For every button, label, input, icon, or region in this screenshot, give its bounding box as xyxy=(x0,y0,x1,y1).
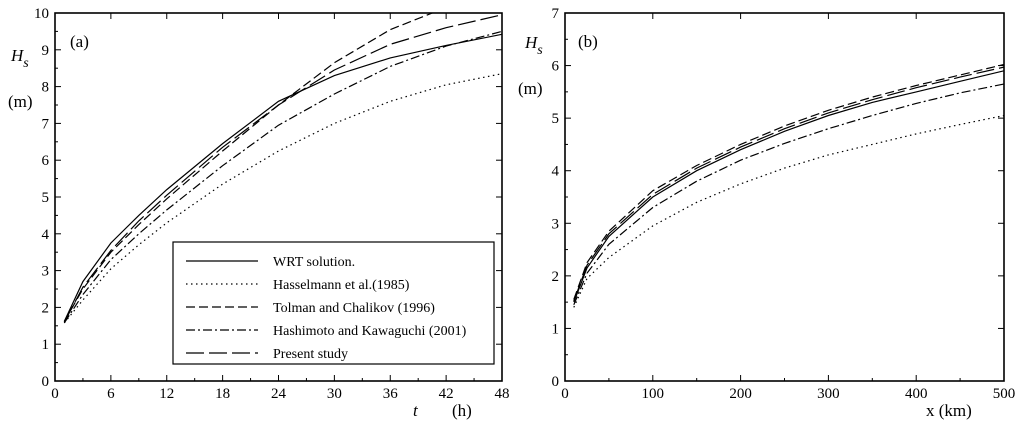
panel-a-x-unit: (h) xyxy=(452,401,472,420)
panel-b-y-tick-label: 4 xyxy=(552,164,560,180)
panel-a-x-tick-label: 48 xyxy=(495,386,510,402)
panel-b-y-tick-label: 6 xyxy=(552,59,560,75)
panel-a-x-tick-label: 36 xyxy=(383,386,399,402)
panel-b-y-tick-label: 0 xyxy=(552,374,560,390)
panel-b-series-dashdot xyxy=(573,83,1004,306)
panel-b-y-tick-label: 3 xyxy=(552,216,560,232)
panel-a-y-label-main: H xyxy=(10,46,25,65)
legend-label: Tolman and Chalikov (1996) xyxy=(273,301,435,316)
panel-b-y-label: Hs xyxy=(524,33,543,58)
panel-b-series-dotted xyxy=(573,114,1004,308)
panel-b-x-tick-label: 0 xyxy=(561,386,569,402)
panel-a-x-tick-label: 30 xyxy=(327,386,342,402)
panel-b-series-solid xyxy=(573,70,1004,303)
panel-a-x-tick-label: 18 xyxy=(215,386,230,402)
panel-a-y-tick-label: 7 xyxy=(42,116,50,132)
panel-b-y-tick-label: 7 xyxy=(552,6,560,22)
panel-b-x-tick-label: 400 xyxy=(905,386,928,402)
panel-b-x-tick-label: 200 xyxy=(729,386,752,402)
panel-a-y-tick-label: 6 xyxy=(42,153,50,169)
legend-label: Hashimoto and Kawaguchi (2001) xyxy=(273,324,467,339)
panel-a-x-tick-label: 42 xyxy=(439,386,454,402)
panel-b-y-tick-label: 2 xyxy=(552,269,560,285)
panel-a-x-tick-label: 0 xyxy=(51,386,59,402)
panel-b: (b) Hs (m) x (km) 0 1 2 3 4 5 6 7 0 100 200 300 400 5… xyxy=(518,6,1015,420)
panel-b-x-label: x (km) xyxy=(926,401,972,420)
legend: WRT solution. Hasselmann et al.(1985) Tolm… xyxy=(172,241,495,365)
panel-a-y-tick-label: 10 xyxy=(34,6,49,22)
panel-a-y-unit: (m) xyxy=(8,92,33,111)
panel-b-y-tick-label: 5 xyxy=(552,111,560,127)
legend-box xyxy=(172,241,495,365)
panel-a-y-tick-label: 4 xyxy=(42,227,50,243)
panel-a-x-label: t xyxy=(413,401,419,420)
panel-b-series-longdash xyxy=(573,66,1004,302)
panel-b-y-unit: (m) xyxy=(518,79,543,98)
panel-a-y-tick-label: 0 xyxy=(42,374,50,390)
panel-b-axes-frame xyxy=(564,12,1005,382)
panel-a-y-tick-label: 2 xyxy=(42,300,50,316)
panel-a-series-solid xyxy=(63,33,502,322)
panel-a-series-dashed xyxy=(63,13,434,322)
panel-a-y-label: Hs xyxy=(10,46,29,71)
panel-b-series-dashed xyxy=(573,63,1004,300)
panel-b-y-label-sub: s xyxy=(537,43,543,58)
panel-a-y-tick-label: 9 xyxy=(42,43,50,59)
panel-a-x-tick-label: 6 xyxy=(107,386,115,402)
panel-b-x-tick-label: 500 xyxy=(993,386,1016,402)
panel-a-series-longdash xyxy=(63,14,502,323)
panel-b-label: (b) xyxy=(578,32,598,51)
panel-b-y-tick-label: 1 xyxy=(552,321,560,337)
panel-a-series-dashdot xyxy=(63,30,502,324)
panel-a-y-label-sub: s xyxy=(23,56,29,71)
legend-label: Hasselmann et al.(1985) xyxy=(273,278,410,293)
panel-a-label: (a) xyxy=(70,32,89,51)
panel-b-x-tick-label: 100 xyxy=(642,386,665,402)
legend-label: WRT solution. xyxy=(273,255,355,270)
panel-a-x-tick-label: 24 xyxy=(271,386,287,402)
panel-a-y-tick-label: 5 xyxy=(42,190,50,206)
panel-a-y-tick-label: 3 xyxy=(42,264,50,280)
panel-a-x-tick-label: 12 xyxy=(159,386,174,402)
panel-a-y-tick-label: 1 xyxy=(42,337,50,353)
legend-label: Present study xyxy=(273,347,348,362)
panel-b-y-label-main: H xyxy=(524,33,539,52)
panel-a-y-tick-label: 8 xyxy=(42,80,50,96)
panel-b-x-tick-label: 300 xyxy=(817,386,840,402)
